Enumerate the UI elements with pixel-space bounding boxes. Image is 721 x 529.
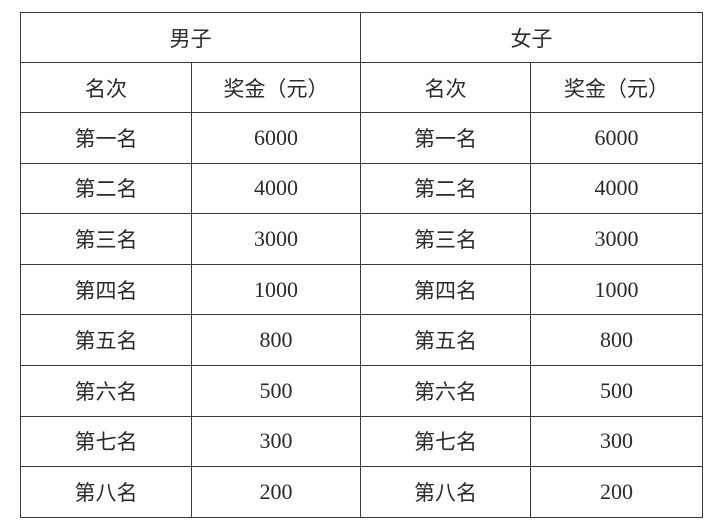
- men-rank-cell: 第八名: [20, 466, 192, 518]
- column-header-row: 名次 奖金（元） 名次 奖金（元）: [20, 62, 703, 113]
- men-prize-cell: 800: [191, 314, 361, 366]
- men-rank-cell: 第七名: [20, 415, 192, 468]
- women-prize-cell: 300: [530, 415, 703, 468]
- women-prize-cell: 4000: [530, 162, 703, 215]
- table-row: 第六名 500 第六名 500: [20, 364, 703, 417]
- men-prize-cell: 3000: [191, 213, 361, 265]
- men-prize-cell: 6000: [191, 112, 361, 164]
- women-prize-cell: 1000: [530, 263, 703, 316]
- women-prize-cell: 3000: [530, 213, 703, 265]
- group-header-row: 男子 女子: [20, 12, 703, 63]
- men-rank-cell: 第六名: [20, 364, 192, 417]
- women-rank-cell: 第七名: [360, 415, 531, 468]
- men-rank-cell: 第三名: [20, 213, 192, 265]
- men-prize-cell: 200: [191, 466, 361, 518]
- column-header-prize: 奖金（元）: [191, 62, 361, 113]
- prize-table: 男子 女子 名次 奖金（元） 名次 奖金（元） 第一名 6000 第一名 6000 第二…: [20, 12, 703, 518]
- table-row: 第一名 6000 第一名 6000: [20, 112, 703, 164]
- women-rank-cell: 第一名: [360, 112, 531, 164]
- column-header-prize: 奖金（元）: [530, 62, 703, 113]
- men-prize-cell: 4000: [191, 162, 361, 215]
- table-row: 第三名 3000 第三名 3000: [20, 213, 703, 265]
- women-rank-cell: 第八名: [360, 466, 531, 518]
- women-prize-cell: 6000: [530, 112, 703, 164]
- men-prize-cell: 1000: [191, 263, 361, 316]
- table-row: 第四名 1000 第四名 1000: [20, 263, 703, 316]
- column-header-rank: 名次: [360, 62, 531, 113]
- men-rank-cell: 第一名: [20, 112, 192, 164]
- table-row: 第七名 300 第七名 300: [20, 415, 703, 468]
- column-header-rank: 名次: [20, 62, 192, 113]
- men-rank-cell: 第四名: [20, 263, 192, 316]
- table-row: 第八名 200 第八名 200: [20, 466, 703, 518]
- men-rank-cell: 第二名: [20, 162, 192, 215]
- table-row: 第五名 800 第五名 800: [20, 314, 703, 366]
- women-rank-cell: 第三名: [360, 213, 531, 265]
- men-prize-cell: 300: [191, 415, 361, 468]
- group-header-men: 男子: [20, 12, 361, 63]
- women-prize-cell: 800: [530, 314, 703, 366]
- men-prize-cell: 500: [191, 364, 361, 417]
- women-rank-cell: 第二名: [360, 162, 531, 215]
- women-prize-cell: 200: [530, 466, 703, 518]
- women-prize-cell: 500: [530, 364, 703, 417]
- table-row: 第二名 4000 第二名 4000: [20, 162, 703, 215]
- women-rank-cell: 第四名: [360, 263, 531, 316]
- women-rank-cell: 第六名: [360, 364, 531, 417]
- group-header-women: 女子: [360, 12, 703, 63]
- women-rank-cell: 第五名: [360, 314, 531, 366]
- men-rank-cell: 第五名: [20, 314, 192, 366]
